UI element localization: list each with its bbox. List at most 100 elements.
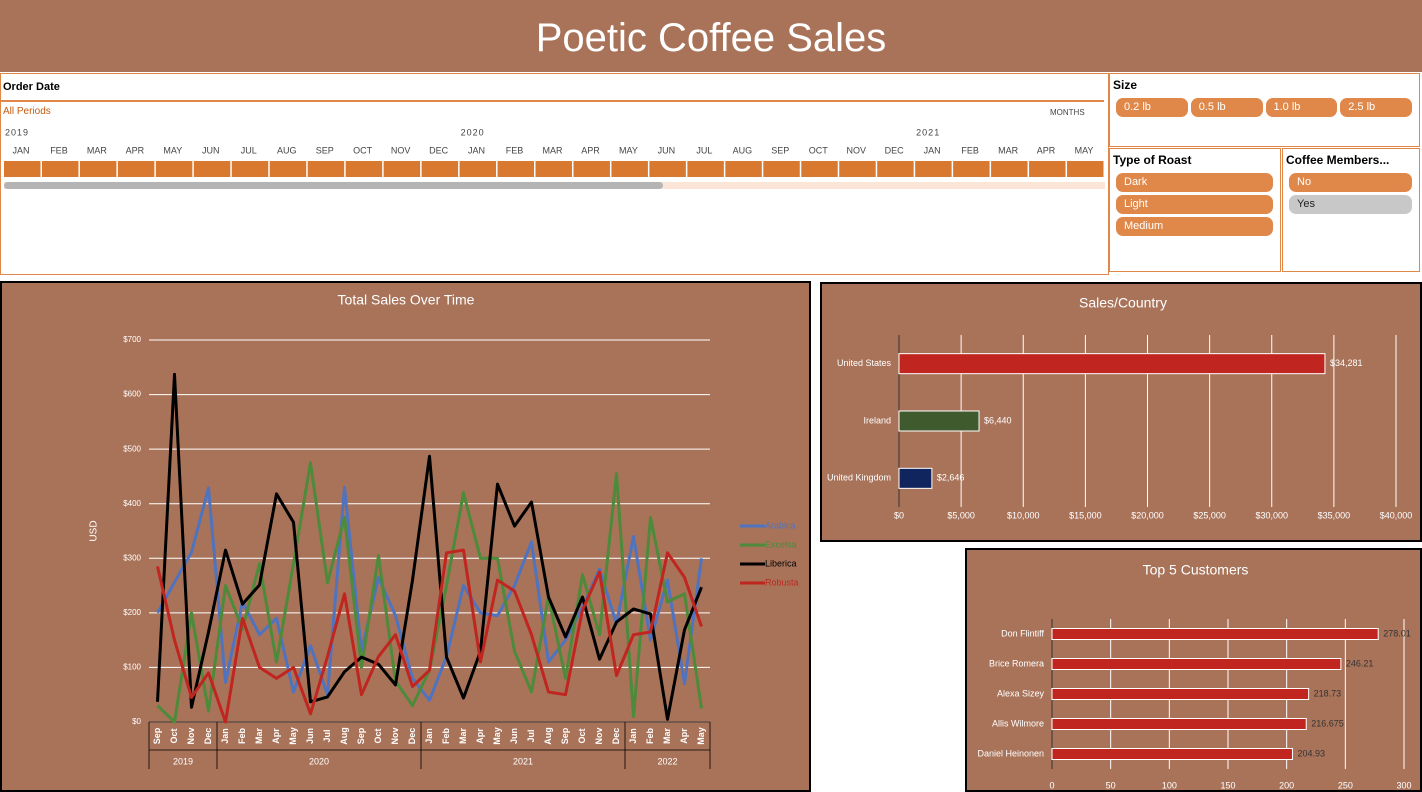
timeline-month: DEC [885,145,905,155]
timeline-cell[interactable] [763,161,800,177]
timeline-month: FEB [961,145,979,155]
slicer-button[interactable]: 0.2 lb [1116,98,1188,117]
timeline-month: APR [1037,145,1056,155]
timeline-month: JUL [696,145,712,155]
slicer-button[interactable]: Medium [1116,217,1273,236]
series-line [156,548,703,724]
timeline-cell[interactable] [383,161,421,177]
x-tick-label: 250 [1338,780,1353,790]
legend-label: Liberica [765,558,797,568]
timeline-year: 2021 [916,127,940,137]
slicer-button[interactable]: No [1289,173,1412,192]
value-label: 216.675 [1311,718,1344,728]
value-label: 204.93 [1297,748,1325,758]
legend-label: Excelsa [765,539,797,549]
timeline-month: JAN [468,145,485,155]
timeline-cell[interactable] [41,161,79,177]
y-tick-label: $0 [132,717,141,726]
x-tick-label: Apr [475,728,485,744]
timeline-cell[interactable] [345,161,383,177]
timeline-cell[interactable] [991,161,1028,177]
timeline-cell[interactable] [269,161,307,177]
x-tick-label: May [492,727,502,745]
bar [1051,628,1379,640]
timeline-cell[interactable] [535,161,572,177]
timeline-cell[interactable] [611,161,648,177]
x-tick-label: May [288,727,298,745]
timeline-cell[interactable] [953,161,990,177]
slicer-title: Coffee Members... [1286,153,1390,167]
y-tick-label: United States [837,358,892,368]
timeline-cell[interactable] [231,161,269,177]
timeline-month: AUG [733,145,753,155]
x-tick-label: Feb [645,728,655,745]
timeline-month: FEB [506,145,524,155]
x-tick-label: Jun [509,728,519,744]
group-label: 2020 [309,756,329,766]
value-label: 218.73 [1314,688,1342,698]
x-tick-label: $10,000 [1007,510,1040,520]
timeline-cell[interactable] [839,161,876,177]
slicer-button[interactable]: 0.5 lb [1190,98,1263,117]
timeline-cell[interactable] [573,161,610,177]
timeline-cell[interactable] [459,161,497,177]
timeline-level[interactable]: MONTHS [1050,108,1085,117]
slicer-button[interactable]: Yes [1289,195,1412,214]
timeline-cell[interactable] [725,161,762,177]
timeline-cell[interactable] [79,161,117,177]
timeline-cell[interactable] [117,161,155,177]
scroll-thumb[interactable] [4,182,663,189]
timeline-cell[interactable] [307,161,345,177]
timeline-month: JAN [924,145,941,155]
y-tick-label: Alexa Sizey [997,688,1045,698]
x-tick-label: $20,000 [1131,510,1164,520]
value-label: $34,281 [1330,358,1363,368]
timeline-year: 2020 [461,127,485,137]
timeline-month: DEC [429,145,449,155]
x-tick-label: $25,000 [1193,510,1226,520]
value-label: 278.01 [1383,628,1411,638]
slicer-button[interactable]: 2.5 lb [1340,98,1412,117]
x-tick-label: Jan [424,728,434,744]
timeline-cell[interactable] [877,161,914,177]
x-tick-label: Jul [526,729,536,742]
slicer-button[interactable]: 1.0 lb [1265,98,1338,117]
timeline-month: NOV [391,145,411,155]
y-tick-label: $100 [123,663,141,672]
timeline: Order Date All Periods MONTHS 2019 JAN FEB… [0,73,1109,275]
x-tick-label: 100 [1162,780,1177,790]
timeline-month: JUN [658,145,676,155]
timeline-cell[interactable] [915,161,952,177]
timeline-cell[interactable] [649,161,686,177]
slicer-member: Coffee Members... No Yes [1282,148,1420,272]
timeline-month: MAR [543,145,564,155]
timeline-cell[interactable] [497,161,535,177]
y-tick-label: Don Flintiff [1001,628,1044,638]
x-tick-label: $0 [894,510,904,520]
x-tick-label: Oct [373,728,383,743]
timeline-month: JAN [12,145,29,155]
timeline-cell[interactable] [687,161,724,177]
slicer-button[interactable]: Light [1116,195,1273,214]
timeline-month: APR [126,145,145,155]
timeline-cell[interactable] [421,161,459,177]
timeline-cell[interactable] [801,161,838,177]
slicer-button[interactable]: Dark [1116,173,1273,192]
timeline-cell[interactable] [4,161,41,177]
timeline-cell[interactable] [155,161,193,177]
y-tick-label: United Kingdom [827,473,891,483]
timeline-month: OCT [809,145,829,155]
timeline-cell[interactable] [193,161,231,177]
value-label: 246.21 [1346,658,1374,668]
x-tick-label: 150 [1220,780,1235,790]
timeline-period[interactable]: All Periods [3,106,51,117]
timeline-cell[interactable] [1029,161,1066,177]
bar [898,410,980,432]
legend-label: Arabica [765,520,796,530]
timeline-year: 2019 [5,127,29,137]
bar [898,353,1326,375]
timeline-cell[interactable] [1067,161,1104,177]
x-tick-label: Dec [407,728,417,745]
x-tick-label: Nov [186,727,196,744]
x-tick-label: 50 [1106,780,1116,790]
